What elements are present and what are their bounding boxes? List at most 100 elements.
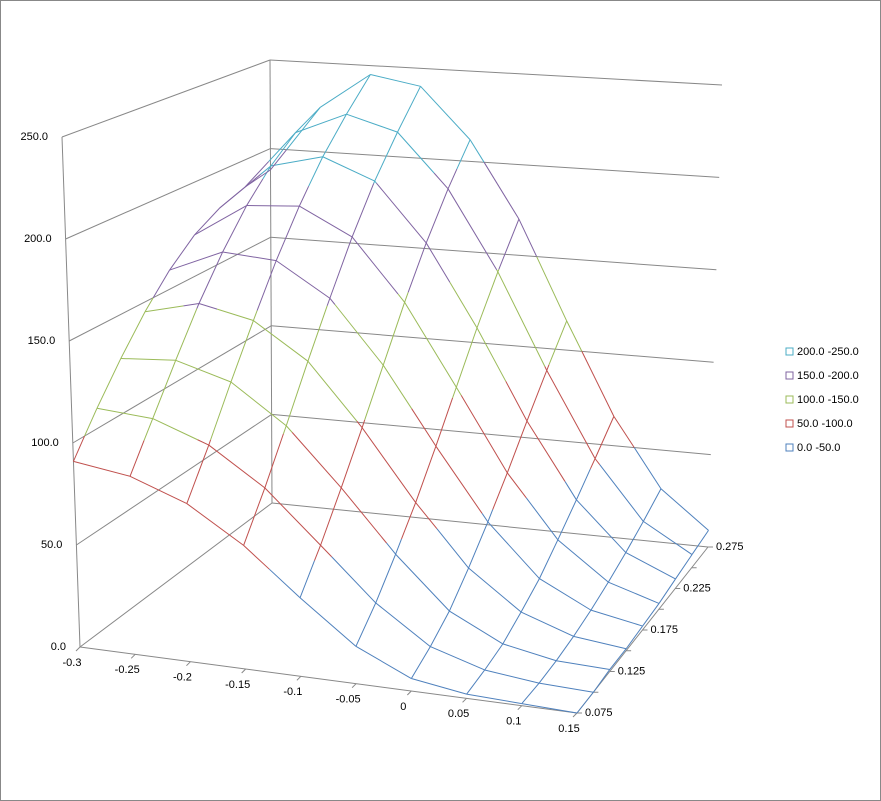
- surface-line: [415, 502, 438, 530]
- surface-line: [506, 420, 528, 474]
- surface-line: [505, 381, 528, 422]
- wall-grid-line: [72, 325, 272, 444]
- surface-line: [299, 205, 353, 238]
- surface-line: [243, 545, 270, 570]
- surface-line: [401, 502, 417, 540]
- surface-line: [346, 74, 371, 115]
- surface-line: [230, 320, 254, 383]
- surface-line: [576, 499, 627, 553]
- surface-line: [144, 305, 184, 313]
- surface-line: [564, 481, 577, 501]
- surface-line: [436, 528, 469, 569]
- surface-line: [275, 205, 300, 261]
- surface-line: [498, 218, 520, 270]
- surface-line: [435, 445, 483, 514]
- wall-grid-line: [270, 236, 717, 271]
- surface-line: [397, 293, 405, 303]
- surface-line: [425, 242, 451, 283]
- surface-line: [268, 568, 301, 599]
- surface-line: [539, 578, 592, 611]
- surface-line: [183, 303, 200, 307]
- surface-line: [256, 260, 277, 311]
- x-tick-label: -0.25: [115, 664, 140, 676]
- depth-tick-label: 0.175: [651, 624, 679, 636]
- axis-line: [79, 646, 578, 714]
- surface-line: [152, 360, 177, 419]
- surface-line: [497, 269, 500, 273]
- x-tick: [75, 646, 81, 652]
- surface-line: [230, 381, 287, 427]
- surface-line: [329, 297, 336, 305]
- surface-line: [299, 597, 357, 647]
- surface-line: [129, 440, 145, 477]
- surface-line: [246, 178, 264, 206]
- surface-line: [518, 218, 538, 257]
- surface-line: [351, 236, 399, 295]
- surface-line: [538, 682, 594, 693]
- surface-line: [270, 156, 323, 167]
- surface-line: [660, 488, 709, 531]
- surface-line: [609, 648, 627, 670]
- z-tick-label: 200.0: [24, 233, 52, 245]
- surface-line: [169, 234, 195, 271]
- surface-line: [120, 311, 146, 359]
- surface-line: [404, 302, 457, 388]
- surface-line: [410, 646, 431, 679]
- surface-line: [526, 420, 566, 482]
- surface-line: [691, 530, 709, 555]
- surface-line: [557, 499, 577, 541]
- surface-line: [375, 602, 431, 647]
- wall-grid-line: [271, 325, 714, 363]
- surface-line: [96, 358, 122, 409]
- surface-line: [411, 408, 437, 447]
- surface-line: [307, 305, 328, 362]
- x-tick: [351, 683, 357, 689]
- surface-line: [129, 475, 188, 505]
- surface-line: [299, 560, 315, 598]
- surface-line: [144, 297, 154, 313]
- surface-line: [253, 320, 309, 362]
- wall-grid-line: [269, 59, 723, 86]
- x-tick-label: 0: [400, 701, 406, 713]
- surface-line: [429, 610, 450, 647]
- surface-line: [536, 256, 568, 322]
- wall-grid-line: [65, 148, 271, 240]
- surface-line: [592, 669, 611, 693]
- surface-line: [197, 439, 210, 446]
- x-tick-label: -0.2: [173, 672, 192, 684]
- surface-line: [143, 418, 154, 441]
- surface-line: [186, 444, 210, 504]
- surface-line: [72, 435, 86, 462]
- legend-swatch: [785, 395, 794, 404]
- surface-line: [525, 497, 559, 541]
- surface-line: [397, 131, 435, 174]
- surface-line: [307, 360, 358, 422]
- surface-line: [84, 408, 98, 437]
- surface-line: [404, 292, 409, 303]
- surface-line: [291, 432, 342, 489]
- surface-line: [520, 611, 574, 637]
- x-tick-label: 0.1: [506, 716, 521, 728]
- surface-line: [521, 682, 540, 704]
- legend-label: 50.0 -100.0: [797, 418, 853, 430]
- surface-line: [285, 425, 293, 433]
- surface-line: [497, 271, 546, 367]
- surface-line: [260, 165, 272, 175]
- axis-line: [61, 136, 81, 648]
- x-tick-label: -0.1: [283, 686, 302, 698]
- axis-line: [269, 59, 273, 504]
- surface-line: [73, 460, 131, 477]
- surface-line: [589, 458, 596, 470]
- surface-line: [198, 303, 218, 310]
- surface-line: [175, 308, 198, 361]
- surface-line: [625, 625, 644, 650]
- surface-line: [175, 359, 232, 383]
- surface-line: [433, 172, 449, 190]
- surface-line: [642, 603, 660, 627]
- surface-line: [264, 433, 284, 489]
- surface-line: [642, 488, 662, 522]
- surface-line: [435, 397, 454, 447]
- legend-label: 150.0 -200.0: [797, 370, 859, 382]
